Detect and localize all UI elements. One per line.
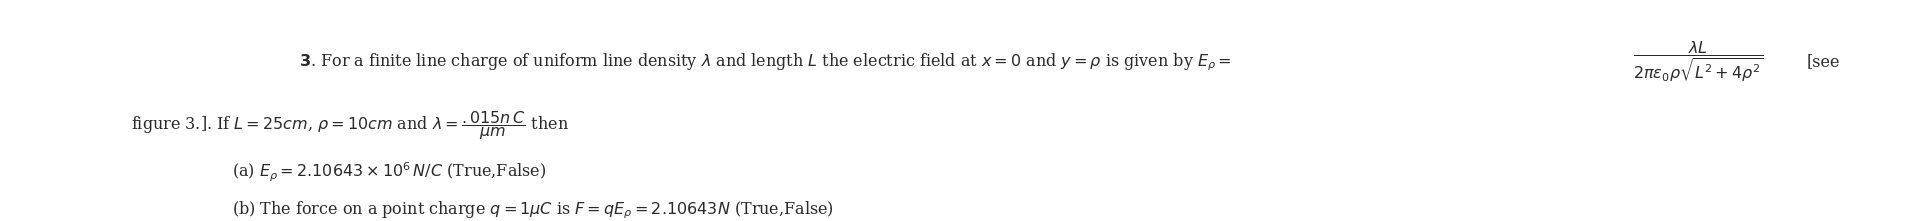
Text: (a) $E_\rho = 2.10643 \times 10^6\,N/C$ (True,False): (a) $E_\rho = 2.10643 \times 10^6\,N/C$ … bbox=[232, 161, 547, 184]
Text: (b) The force on a point charge $q = 1\mu C$ is $F = qE_\rho = 2.10643N$ (True,F: (b) The force on a point charge $q = 1\m… bbox=[232, 199, 835, 221]
Text: $\mathbf{3}$. For a finite line charge of uniform line density $\lambda$ and len: $\mathbf{3}$. For a finite line charge o… bbox=[299, 51, 1233, 73]
Text: [see: [see bbox=[1806, 53, 1839, 70]
Text: figure 3.]. If $L = 25cm$, $\rho = 10cm$ and $\lambda = \dfrac{.015n\,C}{\mu m}$: figure 3.]. If $L = 25cm$, $\rho = 10cm$… bbox=[131, 109, 570, 143]
Text: $\dfrac{\lambda L}{2\pi\epsilon_0\rho\sqrt{L^2+4\rho^2}}$: $\dfrac{\lambda L}{2\pi\epsilon_0\rho\sq… bbox=[1633, 39, 1764, 84]
